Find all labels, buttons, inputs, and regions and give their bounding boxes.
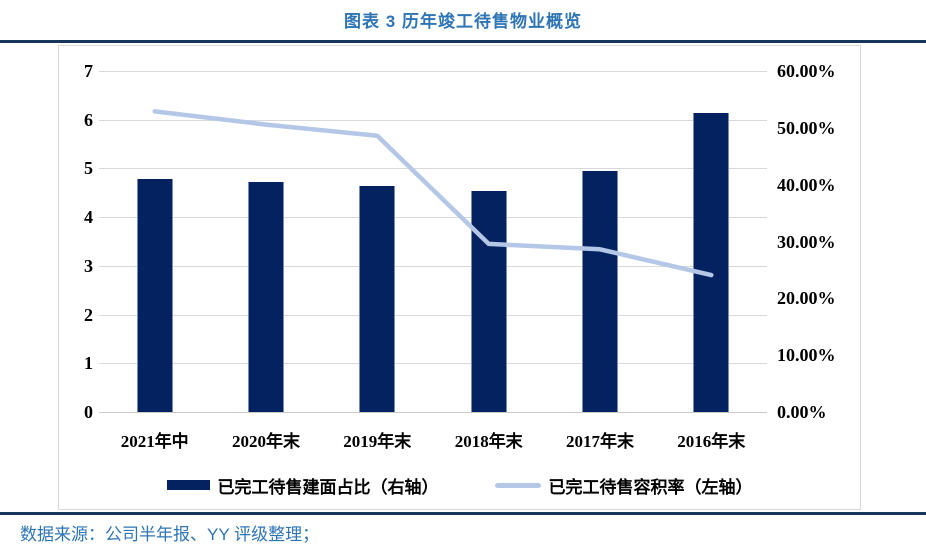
right-axis-tick-label: 10.00% <box>777 345 836 366</box>
gridline <box>99 314 767 316</box>
legend-item: 已完工待售容积率（左轴） <box>494 473 753 498</box>
x-axis-label: 2020年末 <box>232 432 300 451</box>
gridline <box>99 363 767 365</box>
chart-legend: 已完工待售建面占比（右轴） 已完工待售容积率（左轴） <box>59 471 860 499</box>
right-axis-tick-label: 20.00% <box>777 288 836 309</box>
left-axis-tick-label: 5 <box>84 158 93 179</box>
left-axis-tick-label: 7 <box>84 61 93 81</box>
gridline <box>99 168 767 170</box>
legend-label: 已完工待售容积率（左轴） <box>548 477 753 497</box>
chart-title: 图表 3 历年竣工待售物业概览 <box>344 12 582 31</box>
bottom-divider <box>0 512 926 515</box>
left-axis-tick-label: 0 <box>84 402 93 422</box>
x-axis-line <box>99 412 767 413</box>
x-axis-label: 2017年末 <box>566 432 634 451</box>
left-axis-tick-label: 6 <box>84 109 93 130</box>
bar <box>582 170 618 412</box>
legend-label: 已完工待售建面占比（右轴） <box>217 477 439 497</box>
x-axis-label: 2018年末 <box>454 432 523 451</box>
bar <box>693 113 730 412</box>
line-series-swatch <box>494 482 541 488</box>
plot-area: 7 6 5 4 3 2 1 0 60.00% 50.00% 40.00% 30.00% 20.00% 10… <box>59 46 860 509</box>
gridline <box>99 119 767 121</box>
data-source-note: 数据来源：公司半年报、YY 评级整理； <box>20 525 320 544</box>
x-axis-label: 2019年末 <box>343 432 412 451</box>
left-axis-tick-label: 1 <box>84 353 93 374</box>
x-axis-label: 2021年中 <box>120 432 189 451</box>
x-axis-label: 2016年末 <box>677 432 746 451</box>
right-axis-tick-label: 40.00% <box>777 174 836 195</box>
trend-line <box>152 109 714 278</box>
right-axis-tick-label: 60.00% <box>777 61 836 81</box>
right-axis-tick-label: 30.00% <box>777 231 836 252</box>
bar <box>136 179 173 412</box>
legend-item: 已完工待售建面占比（右轴） <box>166 473 439 498</box>
gridline <box>99 217 767 219</box>
left-axis-tick-label: 4 <box>84 207 93 228</box>
right-axis-tick-label: 50.00% <box>777 117 836 138</box>
bar <box>359 186 396 412</box>
bar-series-swatch <box>166 480 210 490</box>
right-axis-tick-label: 0.00% <box>777 402 827 422</box>
gridline <box>99 71 767 72</box>
top-divider <box>0 40 926 43</box>
chart-frame: 7 6 5 4 3 2 1 0 60.00% 50.00% 40.00% 30.00% 20.00% 10… <box>58 45 861 510</box>
bar <box>470 190 507 412</box>
gridline <box>99 265 767 267</box>
left-axis-tick-label: 3 <box>84 255 93 276</box>
line-series-path <box>152 109 714 278</box>
left-axis-tick-label: 2 <box>84 304 93 325</box>
bar <box>248 181 284 412</box>
